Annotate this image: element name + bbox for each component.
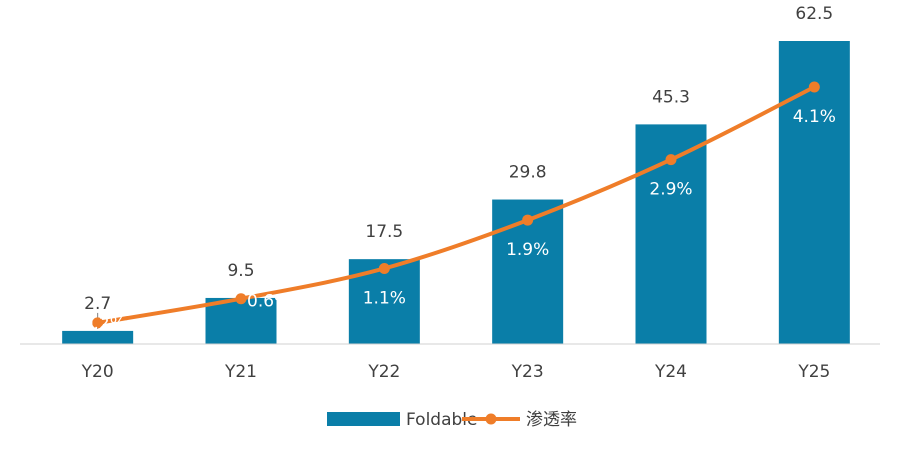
x-tick-label: Y20 [81,362,114,382]
x-tick-label: Y24 [654,362,687,382]
bar-series [62,41,850,345]
bar-Y20 [62,330,134,344]
x-axis-ticks: Y20 Y21 Y22 Y23 Y24 Y25 [81,362,831,382]
bar-value-label: 62.5 [795,4,833,24]
legend-label-penetration: 渗透率 [526,410,577,430]
line-value-label: 0.2% [83,314,126,334]
line-value-label: 0.6% [247,292,290,312]
line-point-Y25 [808,81,820,93]
x-tick-label: Y25 [797,362,830,382]
bar-value-label: 9.5 [227,261,254,281]
legend-swatch-marker [485,413,497,425]
line-value-label: 1.9% [506,240,549,260]
line-point-Y24 [665,154,677,166]
line-series [92,81,820,329]
bar-Y21 [205,297,277,344]
line-value-label: 4.1% [793,107,836,127]
legend: Foldable 渗透率 [327,410,577,430]
penetration-line [95,85,817,325]
line-value-label: 1.1% [363,288,406,308]
bar-value-label: 17.5 [365,222,403,242]
line-point-Y22 [378,262,390,274]
line-value-label: 2.9% [649,180,692,200]
line-point-Y23 [522,214,534,226]
bar-value-labels: 2.7 9.5 17.5 29.8 45.3 62.5 [84,4,833,329]
legend-label-foldable: Foldable [406,410,477,430]
x-tick-label: Y23 [511,362,544,382]
x-tick-label: Y21 [224,362,257,382]
line-value-labels: 0.2% 0.6% 1.1% 1.9% 2.9% 4.1% [83,107,836,334]
x-tick-label: Y22 [367,362,400,382]
legend-swatch-foldable [327,412,400,426]
bar-value-label: 29.8 [509,163,547,183]
bar-value-label: 2.7 [84,294,111,314]
line-point-Y21 [235,293,247,305]
line-point-Y20 [92,317,104,329]
bar-value-label: 45.3 [652,87,690,107]
